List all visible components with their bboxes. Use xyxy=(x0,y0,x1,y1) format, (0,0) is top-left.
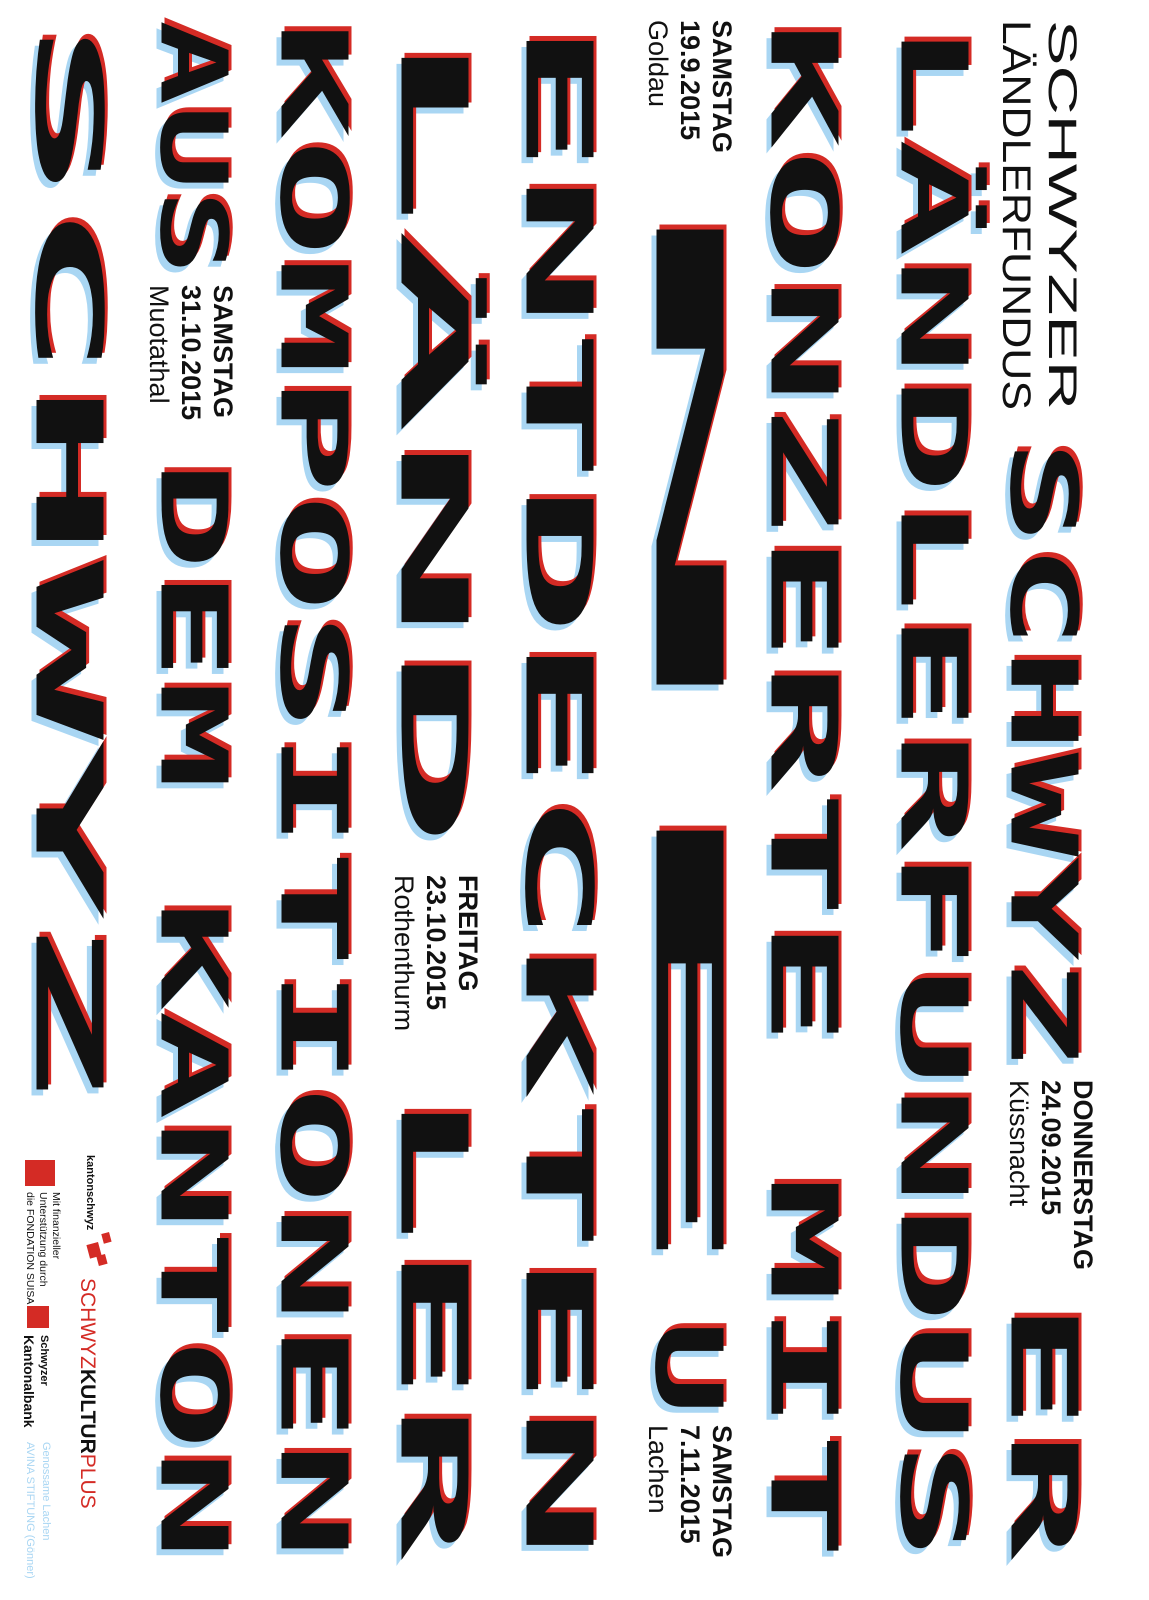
event-day: DONNERSTAG xyxy=(1068,1080,1098,1270)
kantonschwyz-logo xyxy=(86,1242,102,1259)
word-u: U xyxy=(634,1320,741,1415)
kultur-plus-logo: SCHWYZKULTURPLUS xyxy=(76,1278,99,1509)
word-er: ER xyxy=(989,1300,1096,1561)
suisa-text: Unterstützung durch xyxy=(37,1192,49,1287)
word-schwyz-bottom: SCHWYZ xyxy=(14,20,121,1100)
event-place: Rothenthurm xyxy=(389,875,419,1031)
event-place: Lachen xyxy=(643,1425,673,1514)
sponsors: kantonschwyz SCHWYZKULTURPLUS Mit finanzie… xyxy=(21,1155,112,1579)
word-entdeckten: ENTDECKTEN xyxy=(504,20,611,1560)
fondation-suisa-logo xyxy=(25,1160,55,1186)
kantonalbank-logo xyxy=(27,1306,49,1328)
word-dem-kanton: DEM KANTON xyxy=(139,460,246,1560)
event-day: SAMSTAG xyxy=(707,1425,737,1558)
goenner-text: Genossame Lachen xyxy=(40,1442,52,1540)
event-day: SAMSTAG xyxy=(208,285,238,418)
word-konzerte-mit: KONZERTE MIT xyxy=(749,20,856,1560)
event-date: 7.11.2015 xyxy=(675,1425,705,1544)
word-ler: LER xyxy=(379,1085,486,1562)
word-aus: AUS xyxy=(139,20,246,275)
kantonschwyz-text: kantonschwyz xyxy=(84,1155,96,1231)
suisa-text: Mit finanzieller xyxy=(50,1192,62,1260)
kantonschwyz-logo xyxy=(101,1231,112,1244)
goenner-text: AVINA STIFTUNG (Gönner) xyxy=(24,1442,36,1579)
kultur-kultur_a: SCHWYZ xyxy=(76,1278,99,1369)
event-day: SAMSTAG xyxy=(707,20,737,153)
word-n: N xyxy=(634,175,741,740)
word-schwyz: SCHWYZ xyxy=(989,440,1096,1065)
event-day: FREITAG xyxy=(453,875,483,992)
kultur-kultur_c: PLUS xyxy=(76,1454,99,1509)
event-date: 23.10.2015 xyxy=(421,875,451,1010)
title-line-1: SCHWYZER xyxy=(1040,20,1084,410)
word-laend: LÄND xyxy=(379,20,488,850)
kantonschwyz-logo xyxy=(96,1254,108,1266)
word-laendlerfundus: LÄNDLERFUNDUS xyxy=(879,20,988,1560)
word-kompositionen: KOMPOSITIONEN xyxy=(259,20,366,1560)
event-place: Küssnacht xyxy=(1004,1080,1034,1207)
bank-text: Schwyzer xyxy=(38,1335,50,1386)
event-place: Goldau xyxy=(643,20,673,107)
title-line-2: LÄNDLERFUNDUS xyxy=(994,20,1038,410)
event-date: 31.10.2015 xyxy=(176,285,206,420)
event-date: 19.9.2015 xyxy=(675,20,705,140)
event-date: 24.09.2015 xyxy=(1036,1080,1066,1215)
word-e: E xyxy=(634,755,741,1310)
suisa-text: die FONDATION SUISA xyxy=(24,1192,36,1304)
bank-text: Kantonalbank xyxy=(21,1335,37,1428)
kultur-kultur_b: KULTUR xyxy=(76,1369,99,1454)
event-place: Muotathal xyxy=(144,285,174,404)
